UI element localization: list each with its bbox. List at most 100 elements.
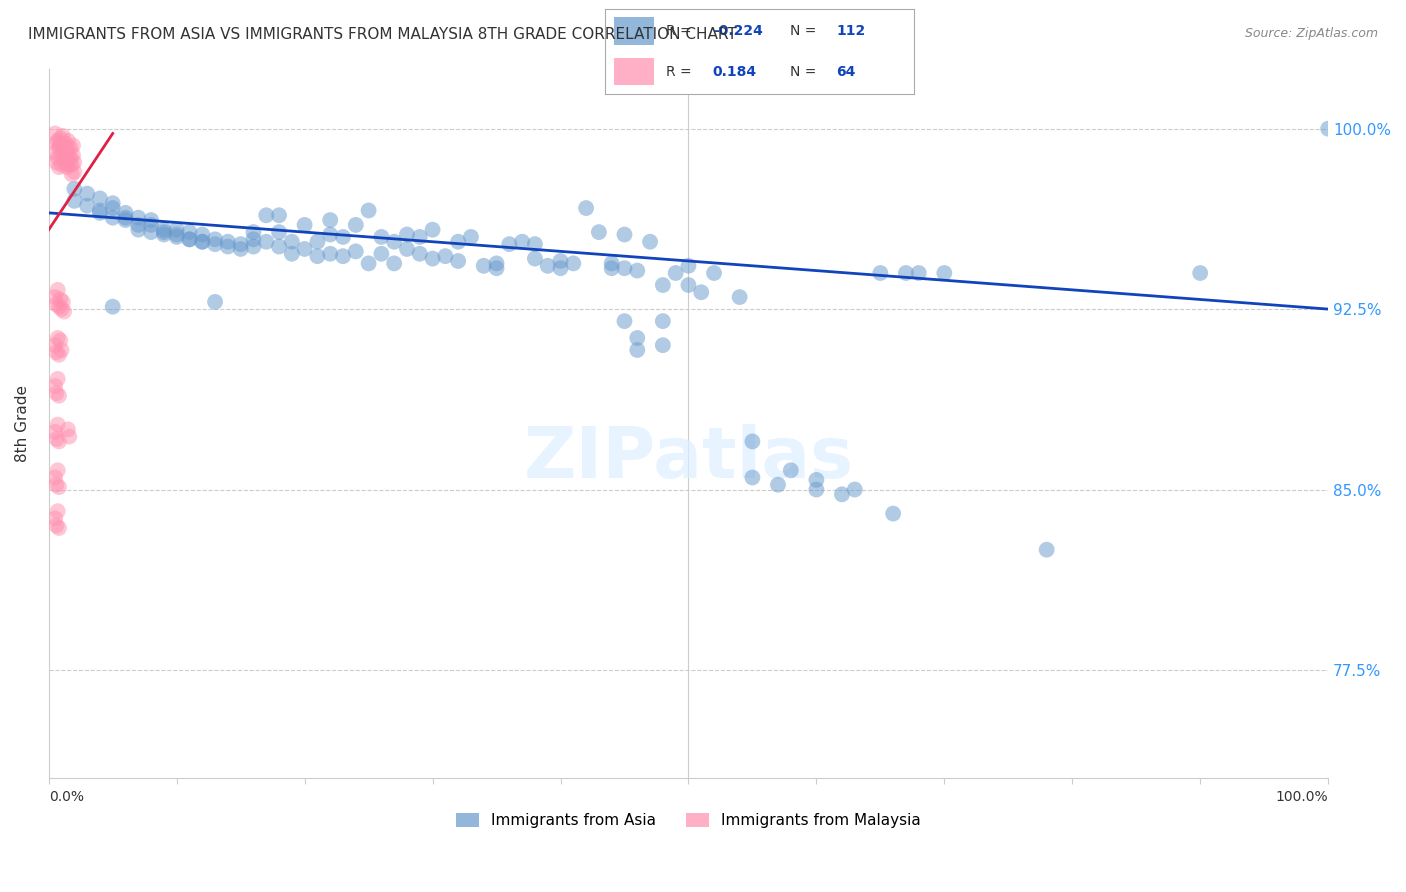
Point (101, 196, 124, 211)
Point (344, 244, 367, 259)
Point (46, 463, 69, 477)
Point (267, 239, 290, 253)
Point (191, 227, 214, 242)
Point (600, 256, 623, 270)
Point (114, 206, 136, 220)
Point (204, 232, 226, 246)
Point (434, 249, 457, 263)
Text: R =: R = (666, 64, 700, 78)
Point (52, 128, 75, 143)
Point (370, 246, 392, 260)
Point (51, 302, 73, 317)
Point (51, 158, 73, 172)
Point (45, 155, 67, 169)
Point (626, 331, 648, 345)
Point (254, 208, 277, 222)
Point (217, 239, 239, 253)
Point (53, 155, 76, 169)
Point (48, 160, 70, 174)
Point (52, 138, 75, 153)
Y-axis label: 8th Grade: 8th Grade (15, 384, 30, 462)
Point (294, 218, 316, 232)
Point (44, 470, 66, 484)
Point (409, 230, 432, 244)
Point (48, 521, 70, 535)
Point (382, 256, 405, 270)
Point (690, 285, 713, 300)
Point (58, 151, 80, 165)
Point (45, 136, 67, 150)
Point (44, 511, 66, 525)
Point (242, 225, 264, 239)
Point (44, 425, 66, 439)
Bar (614, 58, 654, 85)
Point (294, 242, 316, 256)
Point (46, 504, 69, 518)
Point (728, 290, 751, 304)
Point (806, 483, 828, 497)
Text: N =: N = (790, 24, 821, 38)
Point (127, 218, 149, 232)
Point (319, 246, 342, 260)
Point (651, 278, 673, 293)
Point (48, 348, 70, 362)
Point (575, 201, 598, 215)
Point (229, 242, 252, 256)
Point (52, 294, 75, 309)
Point (204, 294, 226, 309)
Point (422, 252, 444, 266)
Point (179, 225, 201, 239)
Point (882, 507, 904, 521)
Point (63, 165, 86, 179)
Point (45, 386, 67, 401)
Point (114, 211, 136, 225)
Point (703, 266, 725, 280)
Point (281, 235, 304, 249)
Point (1317, 121, 1340, 136)
Point (48, 480, 70, 494)
Point (844, 483, 866, 497)
Text: 64: 64 (837, 64, 856, 78)
Point (60, 167, 83, 181)
Point (550, 261, 572, 276)
Point (907, 266, 929, 280)
Point (53, 304, 76, 318)
Point (58, 158, 80, 172)
Point (55, 160, 77, 174)
Point (166, 230, 188, 244)
Point (422, 223, 444, 237)
Point (613, 261, 636, 276)
Point (332, 230, 354, 244)
Point (45, 297, 67, 311)
Point (89, 203, 111, 218)
Point (626, 263, 648, 277)
Point (447, 254, 470, 268)
Point (55, 144, 77, 158)
Legend: Immigrants from Asia, Immigrants from Malaysia: Immigrants from Asia, Immigrants from Ma… (450, 807, 928, 834)
Point (1035, 542, 1057, 557)
Point (49, 138, 72, 153)
Point (217, 235, 239, 249)
Point (613, 314, 636, 328)
Point (510, 235, 533, 249)
Point (153, 225, 176, 239)
Point (254, 235, 277, 249)
Point (44, 338, 66, 352)
Point (139, 213, 162, 227)
Point (59, 141, 82, 155)
Point (63, 194, 86, 208)
Text: N =: N = (790, 64, 821, 78)
Point (46, 134, 69, 148)
Point (562, 256, 585, 270)
Text: -0.224: -0.224 (713, 24, 762, 38)
Point (678, 278, 700, 293)
Point (550, 254, 572, 268)
Point (344, 218, 367, 232)
Point (76, 199, 98, 213)
Point (665, 266, 688, 280)
Point (56, 422, 79, 436)
Text: Source: ZipAtlas.com: Source: ZipAtlas.com (1244, 27, 1378, 40)
Point (46, 331, 69, 345)
Point (741, 434, 763, 449)
Point (139, 218, 162, 232)
